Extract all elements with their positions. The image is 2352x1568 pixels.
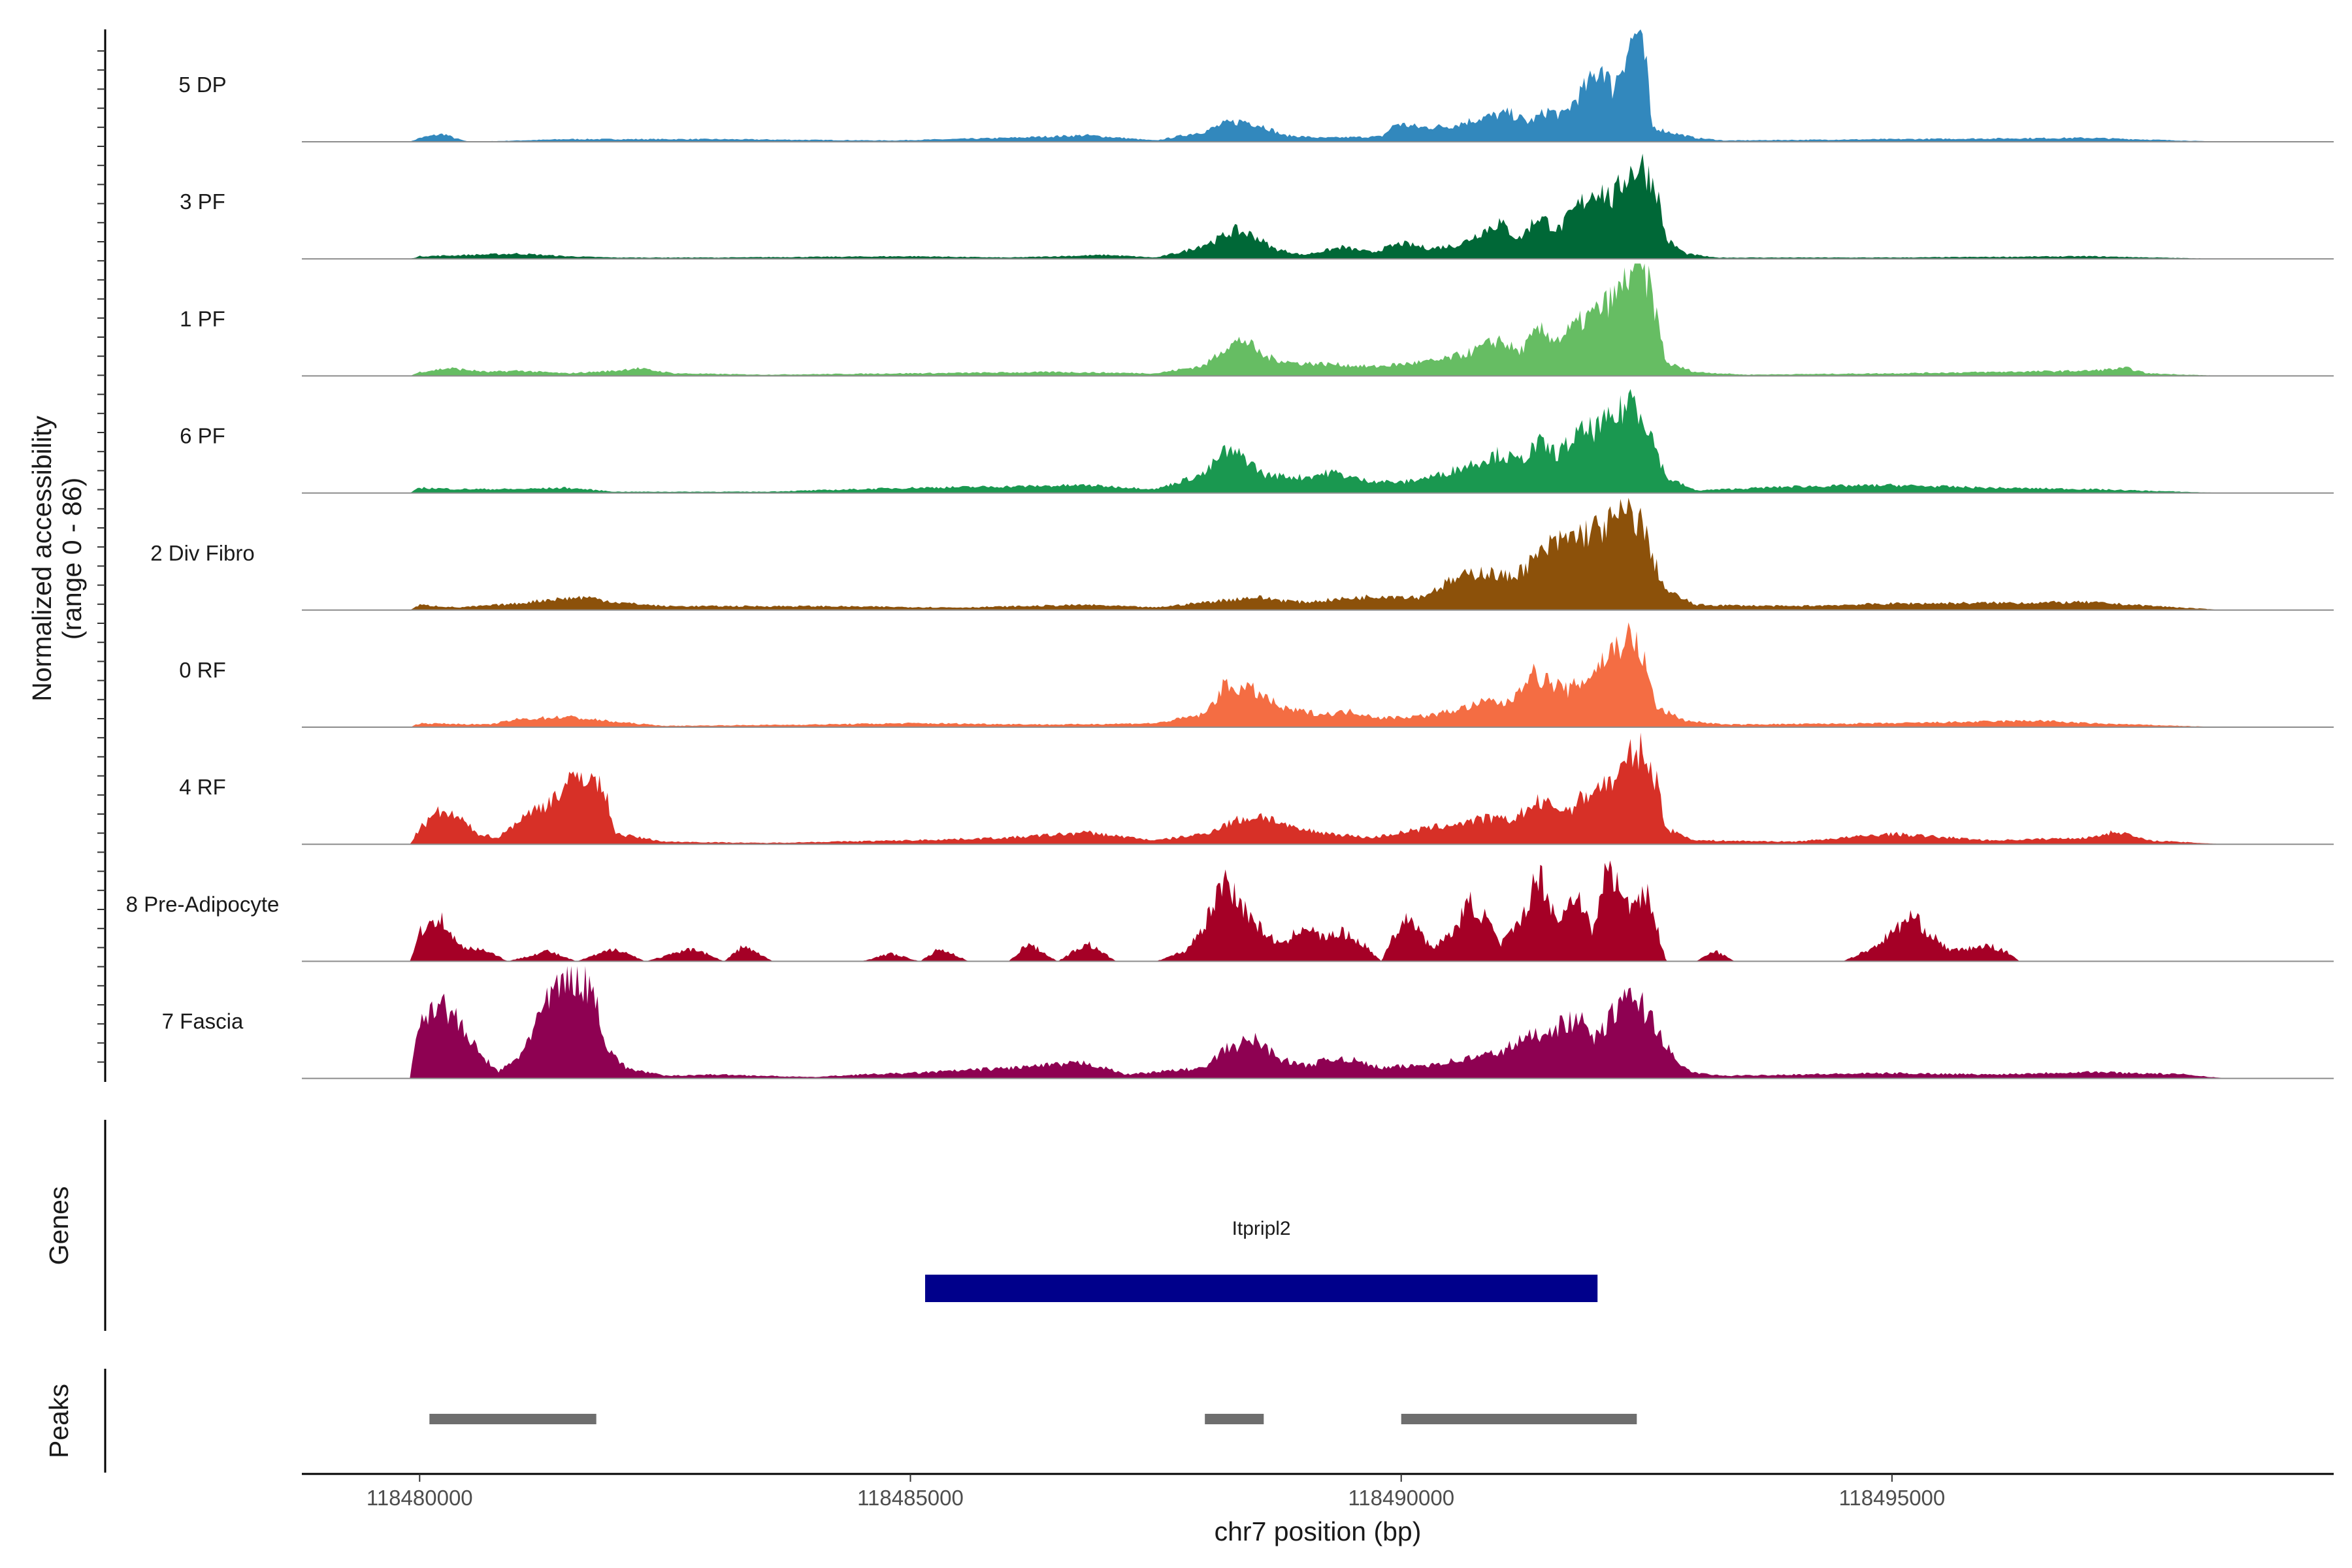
x-tick-label: 118495000 — [1839, 1486, 1946, 1510]
coverage-area — [410, 622, 2226, 727]
track-4-rf: 4 RF — [179, 732, 2334, 845]
track-3-pf: 3 PF — [180, 154, 2334, 260]
track-label: 7 Fascia — [162, 1009, 244, 1034]
coverage-area — [410, 497, 2226, 610]
peaks-track-title: Peaks — [44, 1384, 74, 1458]
gene-label: Itpripl2 — [1232, 1218, 1291, 1239]
coverage-area — [410, 860, 2020, 962]
track-label: 4 RF — [179, 775, 226, 799]
track-label: 5 DP — [178, 73, 226, 97]
peak-region — [1401, 1414, 1637, 1424]
coverage-area — [410, 732, 2226, 845]
track-5-dp: 5 DP — [178, 29, 2334, 142]
peak-region — [1205, 1414, 1264, 1424]
coverage-tracks: 5 DP 3 PF 1 PF 6 PF 2 Div Fibro 0 RF 4 RF 8 Pre… — [126, 29, 2334, 1079]
coverage-area — [410, 29, 2226, 142]
x-axis-title: chr7 position (bp) — [1215, 1516, 1422, 1546]
coverage-area — [410, 263, 2226, 376]
track-label: 2 Div Fibro — [150, 541, 255, 565]
x-tick-label: 118490000 — [1348, 1486, 1454, 1510]
gene-body — [925, 1275, 1598, 1302]
coverage-area — [410, 389, 2226, 493]
track-label: 3 PF — [180, 189, 225, 214]
peak-region — [429, 1414, 596, 1424]
track-label: 1 PF — [180, 306, 225, 331]
genes-track-title: Genes — [44, 1186, 74, 1266]
x-axis-ticks: 118480000 118485000 118490000 118495000 — [367, 1474, 1945, 1510]
track-1-pf: 1 PF — [180, 263, 2334, 377]
track-8-pre-adipocyte: 8 Pre-Adipocyte — [126, 860, 2334, 962]
track-label: 8 Pre-Adipocyte — [126, 892, 280, 916]
track-0-rf: 0 RF — [179, 622, 2334, 728]
coverage-y-ticks — [97, 50, 105, 1063]
y-axis-title-line1: Normalized accessibility — [27, 416, 57, 702]
coverage-area — [410, 154, 2226, 259]
genes-track: Itpripl2 — [925, 1218, 1598, 1302]
peaks-track — [429, 1414, 1637, 1424]
track-label: 6 PF — [180, 424, 225, 448]
track-2-div-fibro: 2 Div Fibro — [150, 497, 2334, 611]
x-tick-label: 118480000 — [367, 1486, 473, 1510]
x-tick-label: 118485000 — [857, 1486, 964, 1510]
track-6-pf: 6 PF — [180, 389, 2334, 494]
track-7-fascia: 7 Fascia — [162, 966, 2334, 1079]
coverage-area — [410, 966, 2226, 1079]
track-label: 0 RF — [179, 658, 226, 682]
y-axis-title-line2: (range 0 - 86) — [57, 478, 87, 640]
